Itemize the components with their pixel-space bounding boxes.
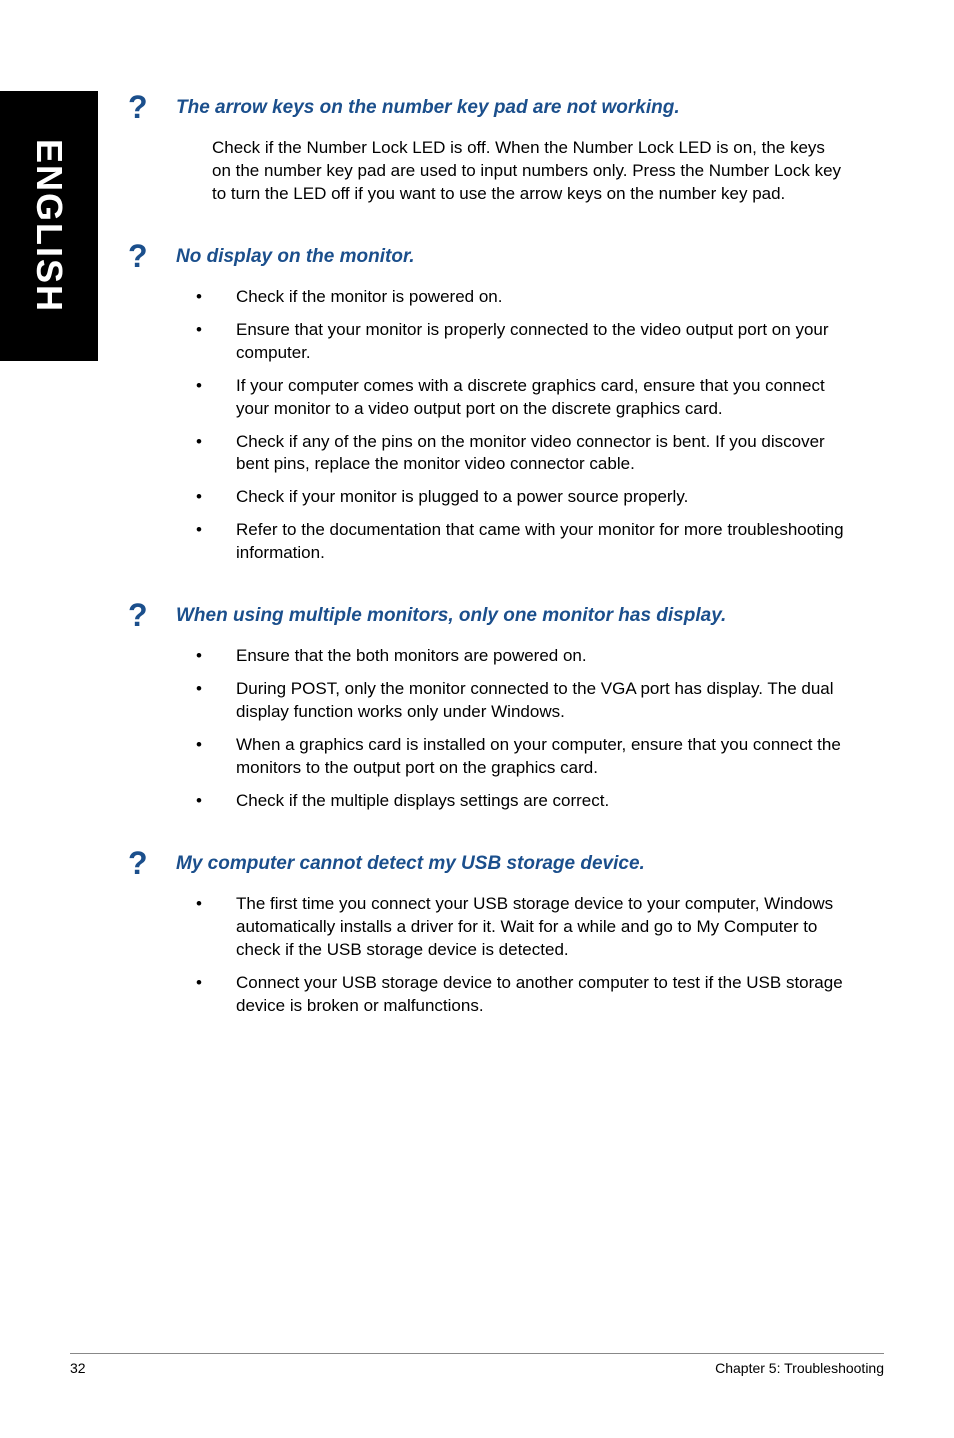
list-item: The first time you connect your USB stor… xyxy=(188,893,848,962)
list-item: Ensure that the both monitors are powere… xyxy=(188,645,848,668)
list-item: Ensure that your monitor is properly con… xyxy=(188,319,848,365)
bullet-list: Check if the monitor is powered on. Ensu… xyxy=(188,286,848,565)
section-title: The arrow keys on the number key pad are… xyxy=(176,91,680,119)
list-item: Check if the monitor is powered on. xyxy=(188,286,848,309)
list-item: During POST, only the monitor connected … xyxy=(188,678,848,724)
list-item: Check if the multiple displays settings … xyxy=(188,790,848,813)
language-tab: ENGLISH xyxy=(0,91,98,361)
page-number: 32 xyxy=(70,1360,86,1376)
section-header: ? No display on the monitor. xyxy=(128,240,858,272)
bullet-list: The first time you connect your USB stor… xyxy=(188,893,848,1018)
list-item: If your computer comes with a discrete g… xyxy=(188,375,848,421)
section-header: ? My computer cannot detect my USB stora… xyxy=(128,847,858,879)
section-usb-storage: ? My computer cannot detect my USB stora… xyxy=(128,847,858,1018)
language-tab-label: ENGLISH xyxy=(28,139,70,313)
question-icon: ? xyxy=(128,847,176,879)
list-item: Refer to the documentation that came wit… xyxy=(188,519,848,565)
section-title: My computer cannot detect my USB storage… xyxy=(176,847,645,875)
page-content: ? The arrow keys on the number key pad a… xyxy=(128,91,858,1052)
section-no-display: ? No display on the monitor. Check if th… xyxy=(128,240,858,565)
list-item: Check if your monitor is plugged to a po… xyxy=(188,486,848,509)
section-header: ? When using multiple monitors, only one… xyxy=(128,599,858,631)
section-header: ? The arrow keys on the number key pad a… xyxy=(128,91,858,123)
section-title: When using multiple monitors, only one m… xyxy=(176,599,726,627)
list-item: Check if any of the pins on the monitor … xyxy=(188,431,848,477)
page-footer: 32 Chapter 5: Troubleshooting xyxy=(70,1353,884,1376)
chapter-label: Chapter 5: Troubleshooting xyxy=(715,1360,884,1376)
list-item: When a graphics card is installed on you… xyxy=(188,734,848,780)
section-paragraph: Check if the Number Lock LED is off. Whe… xyxy=(212,137,848,206)
question-icon: ? xyxy=(128,599,176,631)
section-arrow-keys: ? The arrow keys on the number key pad a… xyxy=(128,91,858,206)
question-icon: ? xyxy=(128,240,176,272)
bullet-list: Ensure that the both monitors are powere… xyxy=(188,645,848,813)
question-icon: ? xyxy=(128,91,176,123)
list-item: Connect your USB storage device to anoth… xyxy=(188,972,848,1018)
section-title: No display on the monitor. xyxy=(176,240,415,268)
section-multiple-monitors: ? When using multiple monitors, only one… xyxy=(128,599,858,813)
